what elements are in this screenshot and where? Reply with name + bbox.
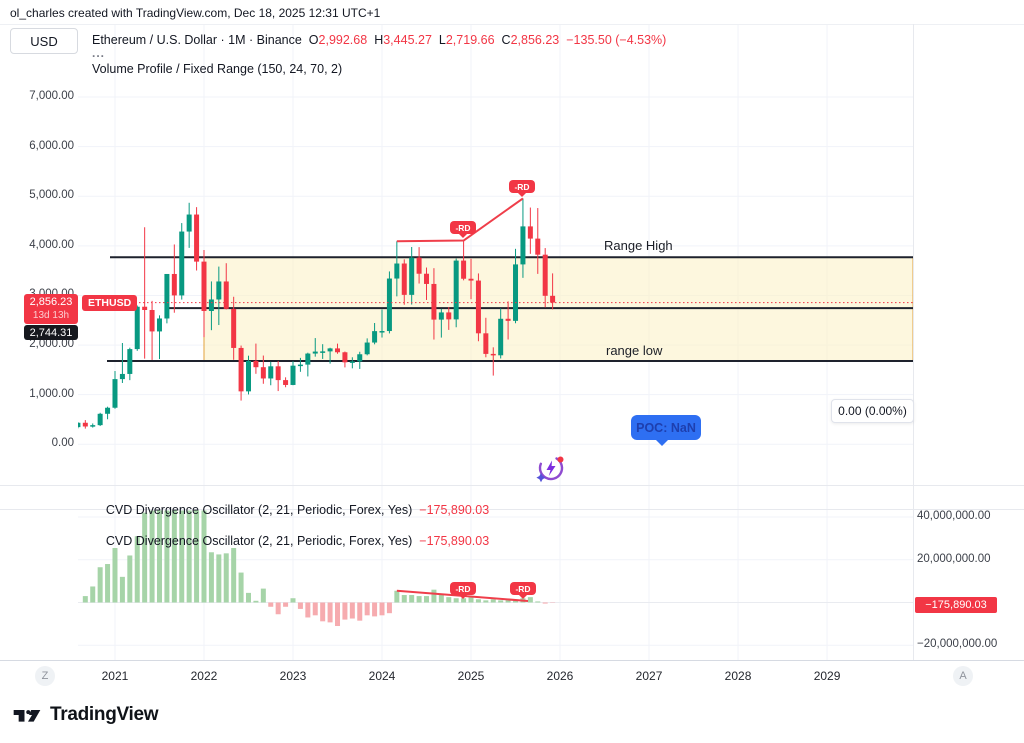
cvd-value-badge: −175,890.03: [915, 597, 997, 613]
cvd-tick-label: 20,000,000.00: [917, 552, 991, 565]
cvd-value: −175,890.03: [419, 534, 490, 548]
adjust-button[interactable]: A: [953, 666, 973, 686]
attribution-text: ol_charles created with TradingView.com,…: [10, 6, 381, 20]
price-tick-label: 4,000.00: [29, 238, 74, 251]
price-tick-label: 5,000.00: [29, 189, 74, 202]
rd-signal-badge: -RD: [510, 582, 536, 599]
ohlc-high-value: 3,445.27: [383, 33, 432, 47]
candlestick-series: [78, 198, 556, 429]
time-axis-year: 2028: [724, 669, 752, 683]
time-axis-year: 2029: [813, 669, 841, 683]
price-scale[interactable]: 7,000.006,000.005,000.004,000.003,000.00…: [0, 0, 74, 485]
ohlc-change: −135.50 (−4.53%): [566, 33, 667, 47]
symbol-tag: ETHUSD: [82, 295, 138, 311]
poc-badge[interactable]: POC: NaN: [631, 415, 701, 446]
cvd-pane-legend[interactable]: CVD Divergence Oscillator (2, 21, Period…: [92, 520, 489, 562]
cvd-tick-label: −20,000,000.00: [917, 638, 998, 651]
price-tick-label: 0.00: [51, 437, 74, 450]
notification-dot-icon: [557, 456, 564, 463]
indicator-legend[interactable]: Volume Profile / Fixed Range (150, 24, 7…: [92, 62, 343, 76]
currency-button[interactable]: USD: [10, 28, 78, 54]
auto-refresh-icon[interactable]: [534, 451, 568, 485]
tradingview-logo-text: TradingView: [50, 704, 159, 725]
sparkle-icon: [536, 473, 546, 483]
currency-label: USD: [30, 33, 58, 49]
ohlc-open-key: O: [308, 33, 319, 47]
last-price-badge: 2,856.23 13d 13h: [24, 294, 78, 324]
rd-signal-badge: -RD: [509, 180, 535, 197]
time-axis-year: 2024: [368, 669, 396, 683]
rd-signal-badge: -RD: [450, 582, 476, 599]
countdown-box[interactable]: 0.00 (0.00%): [831, 399, 914, 423]
cvd-value: −175,890.03: [419, 503, 490, 517]
price-tick-label: 1,000.00: [29, 387, 74, 400]
time-axis-year: 2025: [457, 669, 485, 683]
time-axis-year: 2021: [101, 669, 129, 683]
cvd-tick-label: 40,000,000.00: [917, 510, 991, 522]
time-scale[interactable]: 2021 2022 2023 2024 2025 2026 2027 2028 2029 Z A: [0, 661, 1024, 692]
cvd-pane-legend-collapsed[interactable]: CVD Divergence Oscillator (2, 21, Period…: [92, 489, 489, 531]
range-low-label[interactable]: range low: [606, 343, 663, 358]
tradingview-logo-icon: [13, 710, 41, 722]
price-tick-label: 2,000.00: [29, 338, 74, 351]
price-divergence-line[interactable]: [396, 197, 524, 243]
price-tick-label: 6,000.00: [29, 139, 74, 152]
bar-countdown: 13d 13h: [32, 310, 70, 321]
cvd-histogram-series: [82, 510, 556, 627]
ohlc-high-key: H: [374, 33, 384, 47]
time-axis-year: 2027: [635, 669, 663, 683]
timezone-button[interactable]: Z: [35, 666, 55, 686]
time-axis-year: 2022: [190, 669, 218, 683]
cvd-title: CVD Divergence Oscillator (2, 21, Period…: [105, 503, 413, 517]
ohlc-close-key: C: [501, 33, 511, 47]
time-axis-year: 2026: [546, 669, 574, 683]
last-price-value: 2,856.23: [29, 296, 73, 308]
tradingview-logo[interactable]: TradingView: [12, 700, 159, 730]
ohlc-low-value: 2,719.66: [445, 33, 495, 47]
rd-signal-badge: -RD: [450, 221, 476, 238]
ohlc-low-key: L: [438, 33, 446, 47]
ohlc-close-value: 2,856.23: [510, 33, 560, 47]
pane-separators[interactable]: [0, 24, 1024, 661]
symbol-title: Ethereum / U.S. Dollar · 1M · Binance: [92, 33, 302, 47]
range-high-label[interactable]: Range High: [604, 238, 673, 253]
price-tick-label: 7,000.00: [29, 90, 74, 102]
lightning-bolt-icon: [546, 460, 556, 476]
cvd-title: CVD Divergence Oscillator (2, 21, Period…: [105, 534, 413, 548]
line-price-badge: 2,744.31: [24, 325, 78, 340]
ohlc-open-value: 2,992.68: [318, 33, 368, 47]
legend-more-button[interactable]: ...: [92, 46, 106, 60]
time-axis-year: 2023: [279, 669, 307, 683]
